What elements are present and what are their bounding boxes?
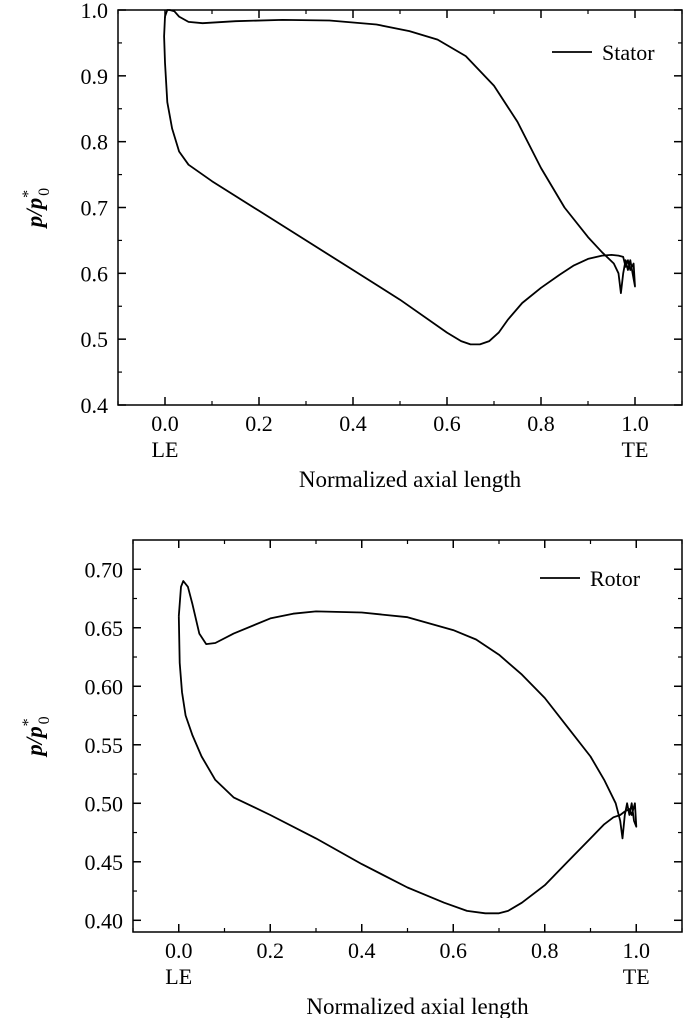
y-axis-title-sub: 0 bbox=[36, 716, 53, 724]
rotor-plot-frame bbox=[132, 539, 683, 933]
stator-plot-frame bbox=[117, 9, 683, 406]
y-tick-label: 0.5 bbox=[81, 327, 109, 352]
y-tick-label: 0.9 bbox=[81, 64, 109, 89]
y-tick-label: 0.6 bbox=[81, 261, 109, 286]
y-axis-title-sup: * bbox=[20, 718, 37, 726]
x-tick-label: 1.0 bbox=[621, 411, 649, 436]
y-axis-title: p/p*0 bbox=[20, 188, 53, 229]
y-tick-label: 0.65 bbox=[85, 616, 124, 641]
x-axis-title: Normalized axial length bbox=[299, 467, 522, 492]
x-tick-label: 0.2 bbox=[257, 938, 285, 963]
legend-label: Rotor bbox=[590, 566, 641, 591]
y-axis-title-main: p/p bbox=[22, 198, 47, 229]
rotor-chart: 0.400.450.500.550.600.650.700.0 0.2 0.4 0.6… bbox=[20, 539, 683, 1018]
x-tick-label: 0.8 bbox=[531, 938, 559, 963]
y-tick-label: 0.4 bbox=[81, 393, 109, 418]
annotation-te: TE bbox=[622, 437, 649, 462]
x-tick-label: 1.0 bbox=[623, 938, 651, 963]
x-tick-label: 0.8 bbox=[527, 411, 555, 436]
stator-chart: 0.4 0.5 0.6 0.7 0.8 0.9 1.0 0.0 0.2 0.4 0.6 0.8 1.0 L… bbox=[20, 0, 683, 492]
x-tick-label: 0.6 bbox=[440, 938, 468, 963]
x-tick-label: 0.4 bbox=[348, 938, 376, 963]
y-tick-label: 0.7 bbox=[81, 196, 109, 221]
y-tick-label: 0.8 bbox=[81, 130, 109, 155]
x-axis-title: Normalized axial length bbox=[306, 994, 529, 1018]
x-tick-label: 0.6 bbox=[433, 411, 461, 436]
y-tick-label: 0.50 bbox=[85, 791, 124, 816]
y-tick-label: 1.0 bbox=[81, 0, 109, 23]
y-tick-label: 0.70 bbox=[85, 557, 124, 582]
y-tick-label: 0.60 bbox=[85, 674, 124, 699]
series-line-rotor bbox=[177, 580, 638, 915]
x-tick-label: 0.4 bbox=[339, 411, 367, 436]
x-tick-label: 0.0 bbox=[165, 938, 193, 963]
annotation-le: LE bbox=[152, 437, 179, 462]
y-tick-label: 0.45 bbox=[85, 850, 124, 875]
annotation-le: LE bbox=[165, 964, 192, 989]
y-tick-label: 0.55 bbox=[85, 733, 124, 758]
y-axis-title-sup: * bbox=[20, 190, 37, 198]
x-tick-label: 0.2 bbox=[245, 411, 273, 436]
x-tick-label: 0.0 bbox=[151, 411, 179, 436]
y-axis-title-main: p/p bbox=[22, 726, 47, 757]
annotation-te: TE bbox=[623, 964, 650, 989]
series-line-stator bbox=[163, 9, 636, 346]
y-axis-title-sub: 0 bbox=[36, 188, 53, 196]
y-tick-label: 0.40 bbox=[85, 908, 124, 933]
y-axis-title: p/p*0 bbox=[20, 716, 53, 757]
legend-label: Stator bbox=[602, 40, 655, 65]
